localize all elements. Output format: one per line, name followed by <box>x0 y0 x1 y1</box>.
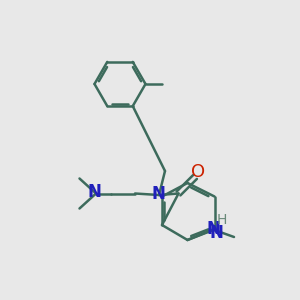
Text: N: N <box>151 185 165 203</box>
Text: O: O <box>191 163 205 181</box>
Text: N: N <box>88 183 101 201</box>
Text: N: N <box>207 220 220 238</box>
Text: H: H <box>216 214 226 227</box>
Text: N: N <box>210 224 224 242</box>
